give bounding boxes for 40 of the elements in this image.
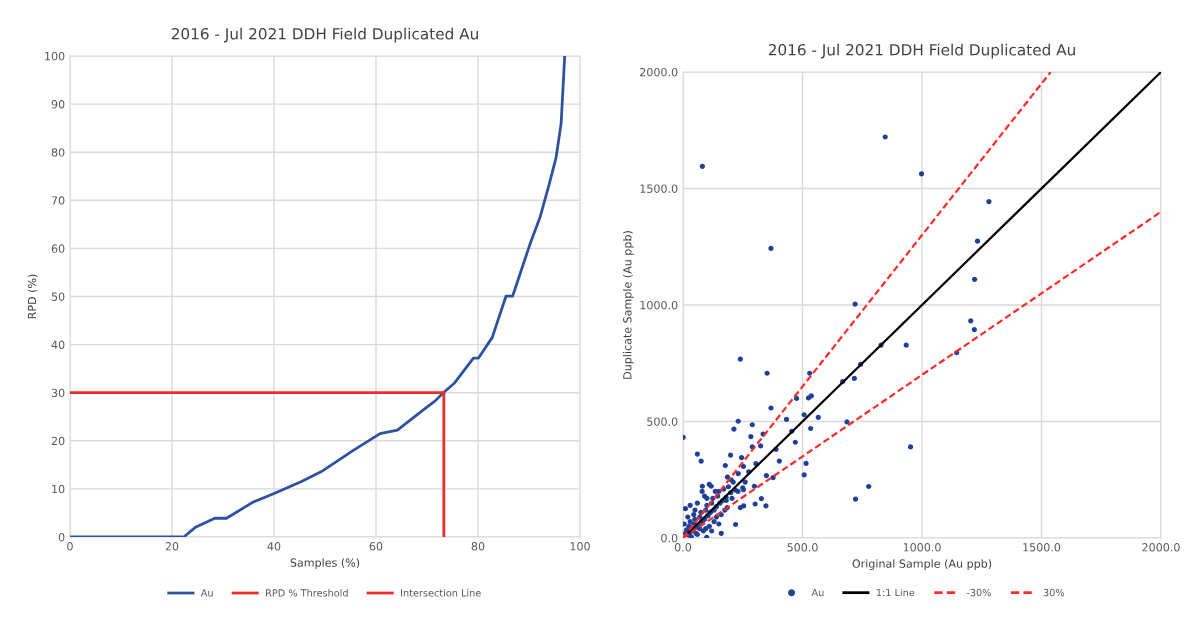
chart-title: 2016 - Jul 2021 DDH Field Duplicated Au <box>171 27 478 43</box>
y-tick-label: 2000.0 <box>640 67 678 77</box>
y-tick-label: 500.0 <box>647 417 678 426</box>
y-tick-label: 10 <box>52 484 65 494</box>
x-tick-label: 2000.0 <box>1142 543 1180 552</box>
y-tick-label: 80 <box>51 148 65 157</box>
x-tick-label: 100 <box>570 542 590 551</box>
y-tick-label: 0 <box>58 532 65 542</box>
x-tick-label: 0.0 <box>674 543 692 552</box>
y-tick-label: 60 <box>51 244 65 253</box>
y-tick-label: 90 <box>51 100 65 109</box>
y-tick-label: 0.0 <box>661 533 678 543</box>
x-tick-label: 60 <box>369 542 383 551</box>
y-tick-label: 50 <box>51 292 65 301</box>
y-tick-label: 100 <box>45 51 65 61</box>
legend-label: -30% <box>966 588 991 597</box>
x-tick-label: 40 <box>267 542 281 551</box>
legend-label: 1:1 Line <box>876 588 915 597</box>
legend-label: RPD % Threshold <box>266 589 348 597</box>
x-tick-label: 20 <box>165 542 179 551</box>
legend-label: Au <box>811 588 824 597</box>
y-tick-label: 30 <box>51 388 65 398</box>
y-tick-label: 1000.0 <box>640 300 678 310</box>
y-tick-label: 40 <box>51 340 65 349</box>
legend-label: Au <box>200 589 213 597</box>
chart-title: 2016 - Jul 2021 DDH Field Duplicated Au <box>768 43 1075 59</box>
x-tick-label: 500.0 <box>787 543 818 552</box>
x-axis-title: Samples (%) <box>290 558 360 569</box>
x-tick-label: 0 <box>67 542 73 551</box>
legend-label: 30% <box>1043 588 1065 597</box>
y-axis-title: RPD (%) <box>27 274 38 319</box>
x-tick-label: 80 <box>471 542 485 551</box>
x-tick-label: 1000.0 <box>903 543 941 552</box>
legend-label: Intersection Line <box>401 589 481 597</box>
x-tick-label: 1500.0 <box>1023 543 1061 552</box>
y-tick-label: 1500.0 <box>640 184 678 193</box>
y-tick-label: 70 <box>51 196 65 205</box>
y-axis-title: Duplicate Sample (Au ppb) <box>622 231 634 379</box>
y-tick-label: 20 <box>51 436 65 446</box>
x-axis-title: Original Sample (Au ppb) <box>852 559 992 570</box>
